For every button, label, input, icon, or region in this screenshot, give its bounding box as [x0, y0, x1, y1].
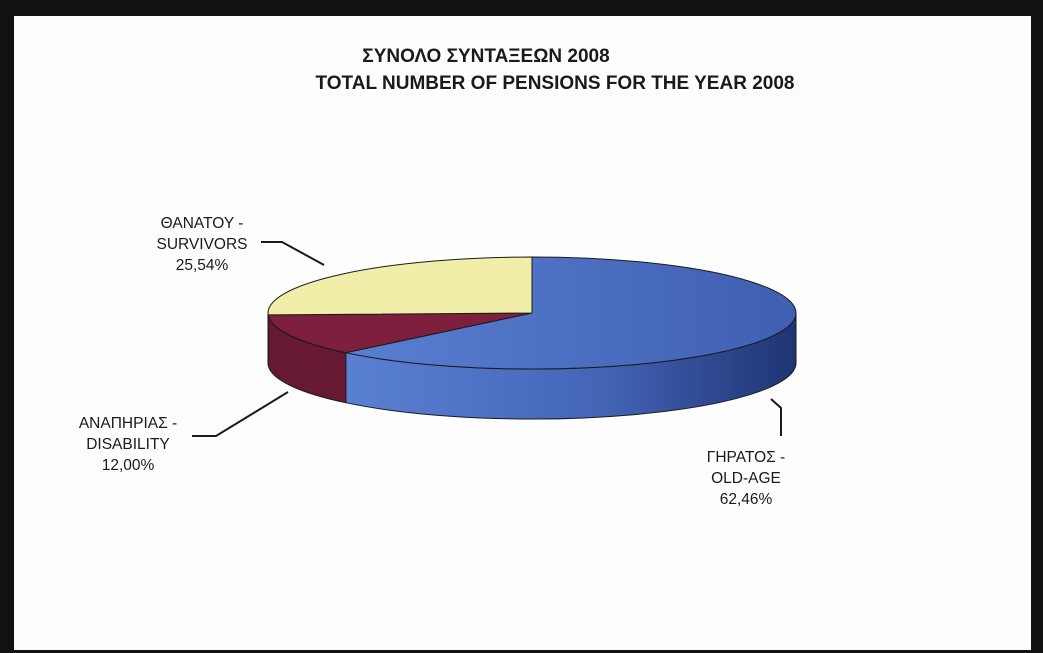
chart-subtitle: TOTAL NUMBER OF PENSIONS FOR THE YEAR 20… — [316, 73, 795, 94]
slice-label-1: ΑΝΑΠΗΡΙΑΣ - — [79, 415, 177, 432]
slice-label-2: ΘΑΝΑΤΟΥ - — [161, 215, 244, 232]
chart-title: ΣΥΝΟΛΟ ΣΥΝΤΑΞΕΩΝ 2008 — [362, 46, 609, 67]
slice-label-0: ΓΗΡΑΤΟΣ - — [707, 449, 785, 466]
pie-slices — [267, 256, 797, 420]
pie-chart: ΣΥΝΟΛΟ ΣΥΝΤΑΞΕΩΝ 2008 TOTAL NUMBER OF PE… — [79, 46, 797, 508]
leader-line-1 — [192, 391, 289, 437]
leader-line-0 — [770, 398, 782, 436]
pie-slice-1 — [267, 312, 533, 354]
slice-value-label-0: 62,46% — [720, 491, 773, 508]
slice-value-label-2: 25,54% — [176, 257, 229, 274]
slice-label-1: DISABILITY — [86, 436, 170, 453]
slice-value-label-1: 12,00% — [102, 457, 155, 474]
leader-line-2 — [261, 241, 325, 266]
pie-slice-0 — [345, 256, 797, 370]
slice-label-0: OLD-AGE — [711, 470, 781, 487]
slice-label-2: SURVIVORS — [156, 236, 247, 253]
chart-panel: ΣΥΝΟΛΟ ΣΥΝΤΑΞΕΩΝ 2008 TOTAL NUMBER OF PE… — [14, 16, 1031, 650]
pie-slice-2 — [267, 256, 533, 316]
slice-labels: ΓΗΡΑΤΟΣ - OLD-AGE 62,46% ΑΝΑΠΗΡΙΑΣ - DISABIL… — [79, 215, 785, 508]
